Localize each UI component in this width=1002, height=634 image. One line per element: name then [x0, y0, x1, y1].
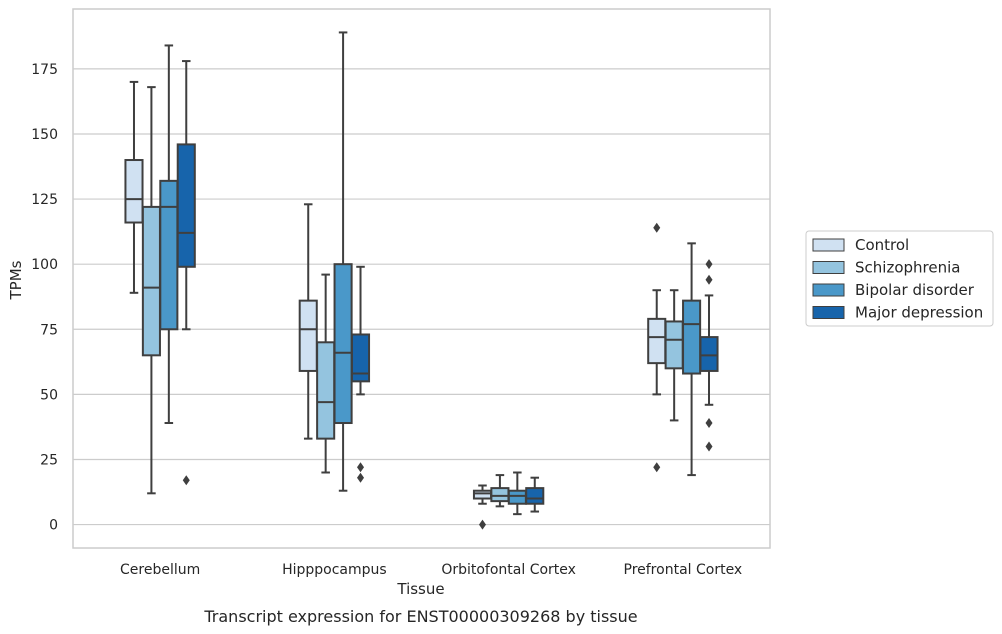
box [647, 222, 667, 473]
box [124, 80, 144, 294]
box [159, 44, 179, 425]
box [490, 474, 510, 508]
box-body [141, 205, 161, 357]
box-body [298, 299, 318, 372]
box-body [350, 333, 371, 383]
outlier-point [182, 475, 190, 486]
box-series [124, 31, 719, 530]
series-control [124, 80, 667, 530]
box [316, 273, 336, 474]
outlier-point [478, 519, 486, 530]
y-tick-label: 125 [31, 192, 58, 208]
x-tick-label: Prefrontal Cortex [624, 562, 743, 578]
box [682, 242, 702, 477]
box-body [507, 489, 527, 505]
y-tick-label: 25 [40, 452, 58, 468]
y-tick-label: 100 [31, 257, 58, 273]
box [350, 265, 371, 483]
outlier-point [653, 222, 661, 233]
series-bipolar-disorder [159, 31, 702, 516]
x-tick-label: Hipppocampus [282, 562, 387, 578]
box-body [472, 489, 493, 500]
legend-swatch [812, 283, 845, 297]
legend-entry: Major depression [855, 304, 983, 322]
legend-swatch [812, 238, 845, 252]
box [507, 471, 527, 516]
outlier-point [705, 274, 713, 285]
x-axis-label: Tissue [396, 580, 444, 598]
box [141, 86, 161, 495]
series-major-depression [176, 60, 719, 513]
box-body [525, 487, 545, 505]
outlier-point [653, 462, 661, 473]
y-axis-label: TPMs [7, 260, 25, 300]
box-body [124, 159, 144, 224]
outlier-point [705, 418, 713, 429]
legend-entry: Schizophrenia [855, 259, 960, 277]
box-body [682, 299, 702, 375]
box-body [699, 336, 719, 372]
box-body [647, 317, 667, 365]
legend-swatch [812, 261, 845, 274]
legend-entry: Bipolar disorder [855, 281, 975, 299]
box-body [159, 179, 179, 331]
y-tick-labels: 0 25 50 75 100 125 150 175 [31, 62, 58, 534]
outlier-point [705, 259, 713, 270]
legend: Control Schizophrenia Bipolar disorder Majo… [805, 230, 994, 327]
box-body [490, 487, 510, 503]
box-body [316, 341, 336, 440]
box-body [176, 143, 196, 268]
legend-frame [805, 230, 994, 327]
x-tick-label: Orbitofontal Cortex [441, 562, 576, 578]
box-body [333, 263, 353, 425]
box [699, 259, 719, 452]
box [664, 289, 684, 422]
chart-caption: Transcript expression for ENST0000030926… [203, 607, 637, 626]
outlier-point [705, 441, 713, 452]
y-tick-label: 150 [31, 127, 58, 143]
y-tick-label: 175 [31, 62, 58, 78]
x-tick-label: Cerebellum [120, 562, 200, 578]
legend-entry: Control [855, 236, 909, 254]
plot-frame [72, 8, 771, 549]
legend-swatch [812, 306, 845, 319]
outlier-point [357, 472, 365, 483]
y-tick-label: 50 [40, 387, 58, 403]
x-tick-labels: Cerebellum Hipppocampus Orbitofontal Corte… [120, 562, 742, 578]
outlier-point [357, 462, 365, 473]
box [525, 476, 545, 513]
box [333, 31, 353, 492]
box-body [664, 320, 684, 370]
y-tick-label: 0 [49, 518, 58, 534]
box [298, 203, 318, 440]
box [472, 484, 493, 530]
y-tick-label: 75 [40, 322, 58, 338]
series-schizophrenia [141, 86, 684, 508]
box [176, 60, 196, 486]
